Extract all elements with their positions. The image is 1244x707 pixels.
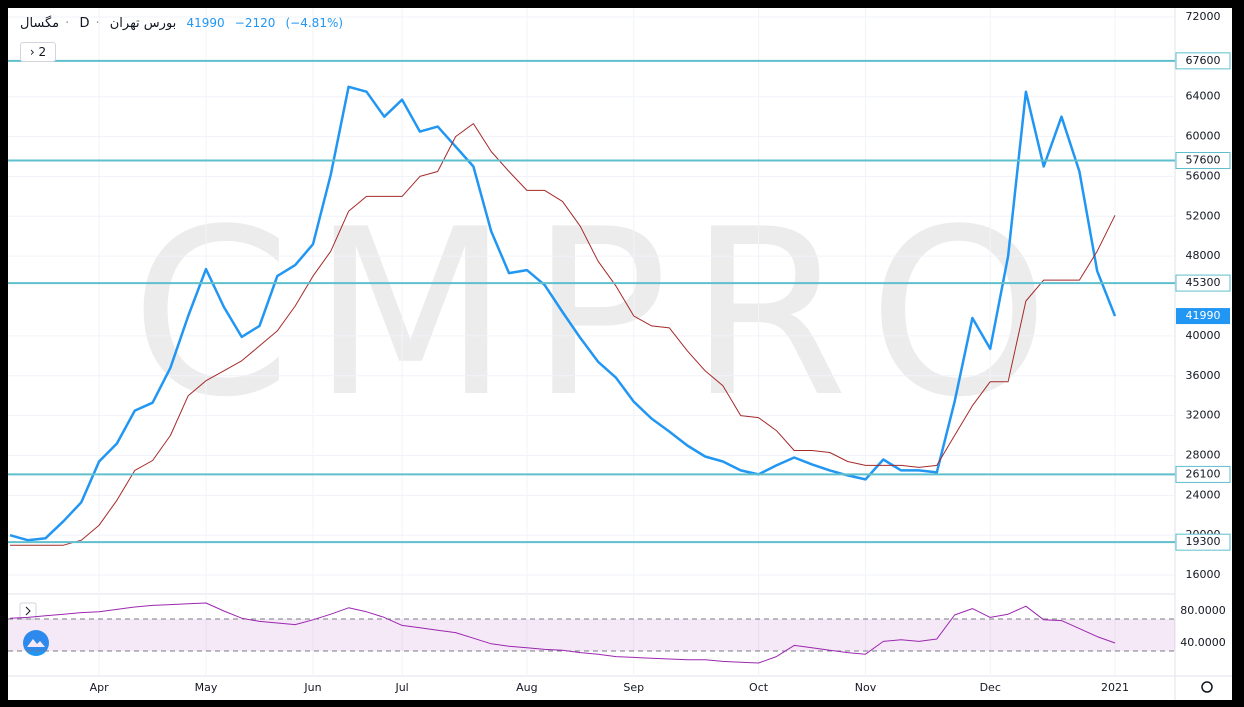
y-tick-label: 40000 bbox=[1186, 329, 1221, 342]
change: −2120 bbox=[234, 16, 276, 30]
series-line bbox=[9, 85, 1117, 542]
chart-background bbox=[8, 8, 1232, 700]
y-tick-label: 28000 bbox=[1186, 448, 1221, 461]
rsi-tick-label: 80.0000 bbox=[1180, 604, 1226, 617]
x-tick-label: Jul bbox=[394, 681, 408, 694]
last-price-box bbox=[1176, 308, 1230, 325]
level-box bbox=[1175, 152, 1231, 170]
level-box bbox=[1175, 274, 1231, 292]
rsi-band bbox=[8, 619, 1175, 651]
y-tick-label: 36000 bbox=[1186, 369, 1221, 382]
level-label: 26100 bbox=[1186, 467, 1221, 480]
y-tick-label: 32000 bbox=[1186, 409, 1221, 422]
y-tick-label: 16000 bbox=[1186, 568, 1221, 581]
y-tick-label: 48000 bbox=[1186, 249, 1221, 262]
logo-mark bbox=[27, 639, 45, 647]
x-tick-label: Oct bbox=[749, 681, 769, 694]
level-label: 67600 bbox=[1186, 54, 1221, 67]
interval: D bbox=[79, 16, 90, 31]
level-label: 45300 bbox=[1186, 276, 1221, 289]
symbol: مگسال bbox=[20, 16, 60, 31]
settings-icon[interactable] bbox=[1201, 681, 1213, 693]
last-price-label: 41990 bbox=[1186, 309, 1221, 322]
x-tick-label: Aug bbox=[516, 681, 537, 694]
level-box bbox=[1175, 465, 1231, 483]
last-price: 41990 bbox=[186, 16, 225, 30]
indicators-count: 2 bbox=[38, 45, 47, 59]
y-tick-label: 24000 bbox=[1186, 488, 1221, 501]
x-tick-label: May bbox=[195, 681, 218, 694]
x-tick-label: 2021 bbox=[1101, 681, 1129, 694]
level-label: 19300 bbox=[1186, 535, 1221, 548]
x-tick-label: Nov bbox=[855, 681, 877, 694]
x-tick-label: Sep bbox=[623, 681, 644, 694]
level-label: 57600 bbox=[1186, 154, 1221, 167]
level-box bbox=[1175, 52, 1231, 70]
y-tick-label: 56000 bbox=[1186, 169, 1221, 182]
indicators-button[interactable]: › 2 bbox=[20, 42, 56, 62]
series-line bbox=[9, 602, 1116, 664]
y-tick-label: 52000 bbox=[1186, 209, 1221, 222]
x-tick-label: Jun bbox=[303, 681, 321, 694]
y-tick-label: 64000 bbox=[1186, 90, 1221, 103]
level-box bbox=[1175, 533, 1231, 551]
y-tick-label: 72000 bbox=[1186, 10, 1221, 23]
pane-toggle-icon bbox=[25, 606, 31, 616]
watermark: CMPRO bbox=[131, 181, 1070, 448]
exchange: بورس تهران bbox=[109, 16, 177, 31]
y-tick-label: 60000 bbox=[1186, 130, 1221, 143]
change-percent: (−4.81%) bbox=[285, 16, 344, 30]
legend-header: مگسال · D · بورس تهران 41990 −2120 (−4.81%… bbox=[20, 16, 344, 31]
rsi-tick-label: 40.0000 bbox=[1180, 636, 1226, 649]
x-tick-label: Dec bbox=[980, 681, 1001, 694]
x-tick-label: Apr bbox=[90, 681, 110, 694]
series-line bbox=[10, 123, 1116, 546]
